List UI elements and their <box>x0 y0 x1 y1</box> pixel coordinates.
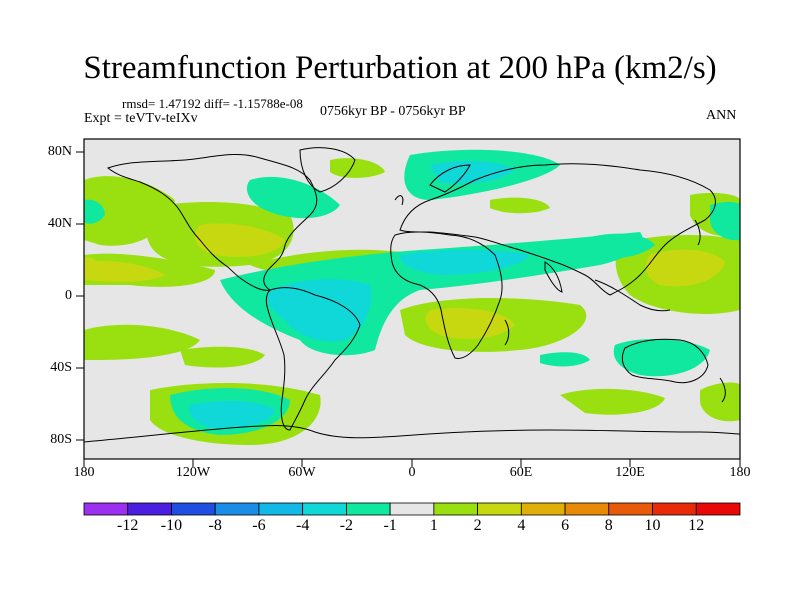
colorbar-swatch <box>433 502 479 516</box>
lat-label-40s: 40S <box>50 360 72 375</box>
pos-core-south-africa <box>425 308 515 339</box>
neg-core-tropical-atlantic <box>266 278 372 342</box>
stats-line: rmsd= 1.47192 diff= -1.15788e-08 <box>122 96 303 111</box>
coast-south-america <box>265 287 361 431</box>
coast-uk <box>394 195 404 206</box>
colorbar-label: 10 <box>644 517 661 534</box>
coast-eurasia <box>399 163 716 296</box>
pos-band-middle-east <box>490 197 550 214</box>
colorbar-swatch <box>520 502 566 516</box>
lat-ticks <box>76 151 84 441</box>
lat-label-40n: 40N <box>47 216 72 231</box>
colorbar-swatch <box>258 502 304 516</box>
coast-southeast-asia <box>594 279 671 312</box>
colorbar-label: -8 <box>208 517 222 534</box>
lon-label-180w: 180 <box>73 465 95 480</box>
season-label: ANN <box>706 108 737 123</box>
pos-band-south-indian <box>560 388 665 415</box>
contour-fills <box>84 149 740 445</box>
lon-ticks <box>83 459 741 467</box>
colorbar-swatch <box>83 502 129 516</box>
chart-title: Streamfunction Perturbation at 200 hPa (… <box>83 50 717 86</box>
coast-australia <box>621 338 709 384</box>
colorbar-swatch <box>127 502 172 516</box>
lon-label-120w: 120W <box>175 465 211 480</box>
coast-africa <box>390 231 503 359</box>
colorbar-swatch <box>477 502 522 516</box>
colorbar-swatch <box>608 502 653 516</box>
coast-japan <box>694 219 701 246</box>
pos-band-north-atlantic <box>330 158 385 178</box>
lat-label-0: 0 <box>65 288 72 303</box>
pos-band-south-pacific <box>84 324 200 360</box>
colorbar-label: -1 <box>383 517 397 534</box>
neg-core-south-atlantic <box>189 400 275 429</box>
experiment-label: Expt = teVTv-teIXv <box>84 111 198 126</box>
colorbar-swatch <box>652 502 697 516</box>
coast-india <box>544 261 563 293</box>
neg-band-alaska <box>246 176 340 219</box>
neg-band-indian <box>540 352 590 367</box>
colorbar-label: 6 <box>561 517 570 534</box>
colorbar-label: 2 <box>473 517 482 534</box>
pos-core-pacific <box>84 260 165 282</box>
colorbar-label: 8 <box>604 517 613 534</box>
neg-band-australia <box>613 338 710 377</box>
lon-label-60e: 60E <box>509 465 533 480</box>
coast-madagascar <box>504 319 510 346</box>
neg-band-pacific-nw <box>84 199 105 224</box>
colorbar-swatch <box>171 502 216 516</box>
pos-core-west-pacific <box>645 249 725 287</box>
colorbar-swatch <box>214 502 260 516</box>
coast-antarctica <box>84 425 740 443</box>
colorbar-label: -6 <box>252 517 266 534</box>
lon-label-60w: 60W <box>288 465 316 480</box>
lon-label-0: 0 <box>408 465 416 480</box>
coast-north-america <box>106 154 318 291</box>
lon-label-180e: 180 <box>729 465 751 480</box>
coast-scandinavia <box>429 164 471 193</box>
neg-core-north-africa <box>400 249 530 275</box>
coast-new-zealand <box>719 377 726 403</box>
neg-band-pacific-east <box>710 201 740 241</box>
coast-greenland <box>299 147 356 193</box>
colorbar-swatch <box>389 502 435 516</box>
pos-band-south-pacific-2 <box>180 346 265 368</box>
colorbar-label: -4 <box>295 517 310 534</box>
colorbar-label: 1 <box>429 517 438 534</box>
colorbar-label: -12 <box>117 517 139 534</box>
colorbar <box>83 502 741 516</box>
colorbar-label: 12 <box>688 517 705 534</box>
colorbar-label: -2 <box>339 517 354 534</box>
pos-core-east-pacific-edge <box>84 257 100 275</box>
lat-label-80s: 80S <box>50 432 72 447</box>
pos-band-south-pacific-east <box>700 382 740 422</box>
colorbar-swatch <box>302 502 347 516</box>
colorbar-label: -10 <box>160 517 183 534</box>
colorbar-swatch <box>695 502 741 516</box>
colorbar-swatch <box>564 502 610 516</box>
neg-band-central-asia <box>580 233 655 259</box>
colorbar-swatch <box>345 502 391 516</box>
lat-label-80n: 80N <box>47 144 72 159</box>
lon-label-120e: 120E <box>615 465 645 480</box>
coastlines <box>84 147 740 443</box>
colorbar-label: 4 <box>517 517 526 534</box>
pos-core-north-america <box>195 223 285 257</box>
neg-core-arctic <box>430 160 515 184</box>
period-label: 0756kyr BP - 0756kyr BP <box>320 104 466 119</box>
